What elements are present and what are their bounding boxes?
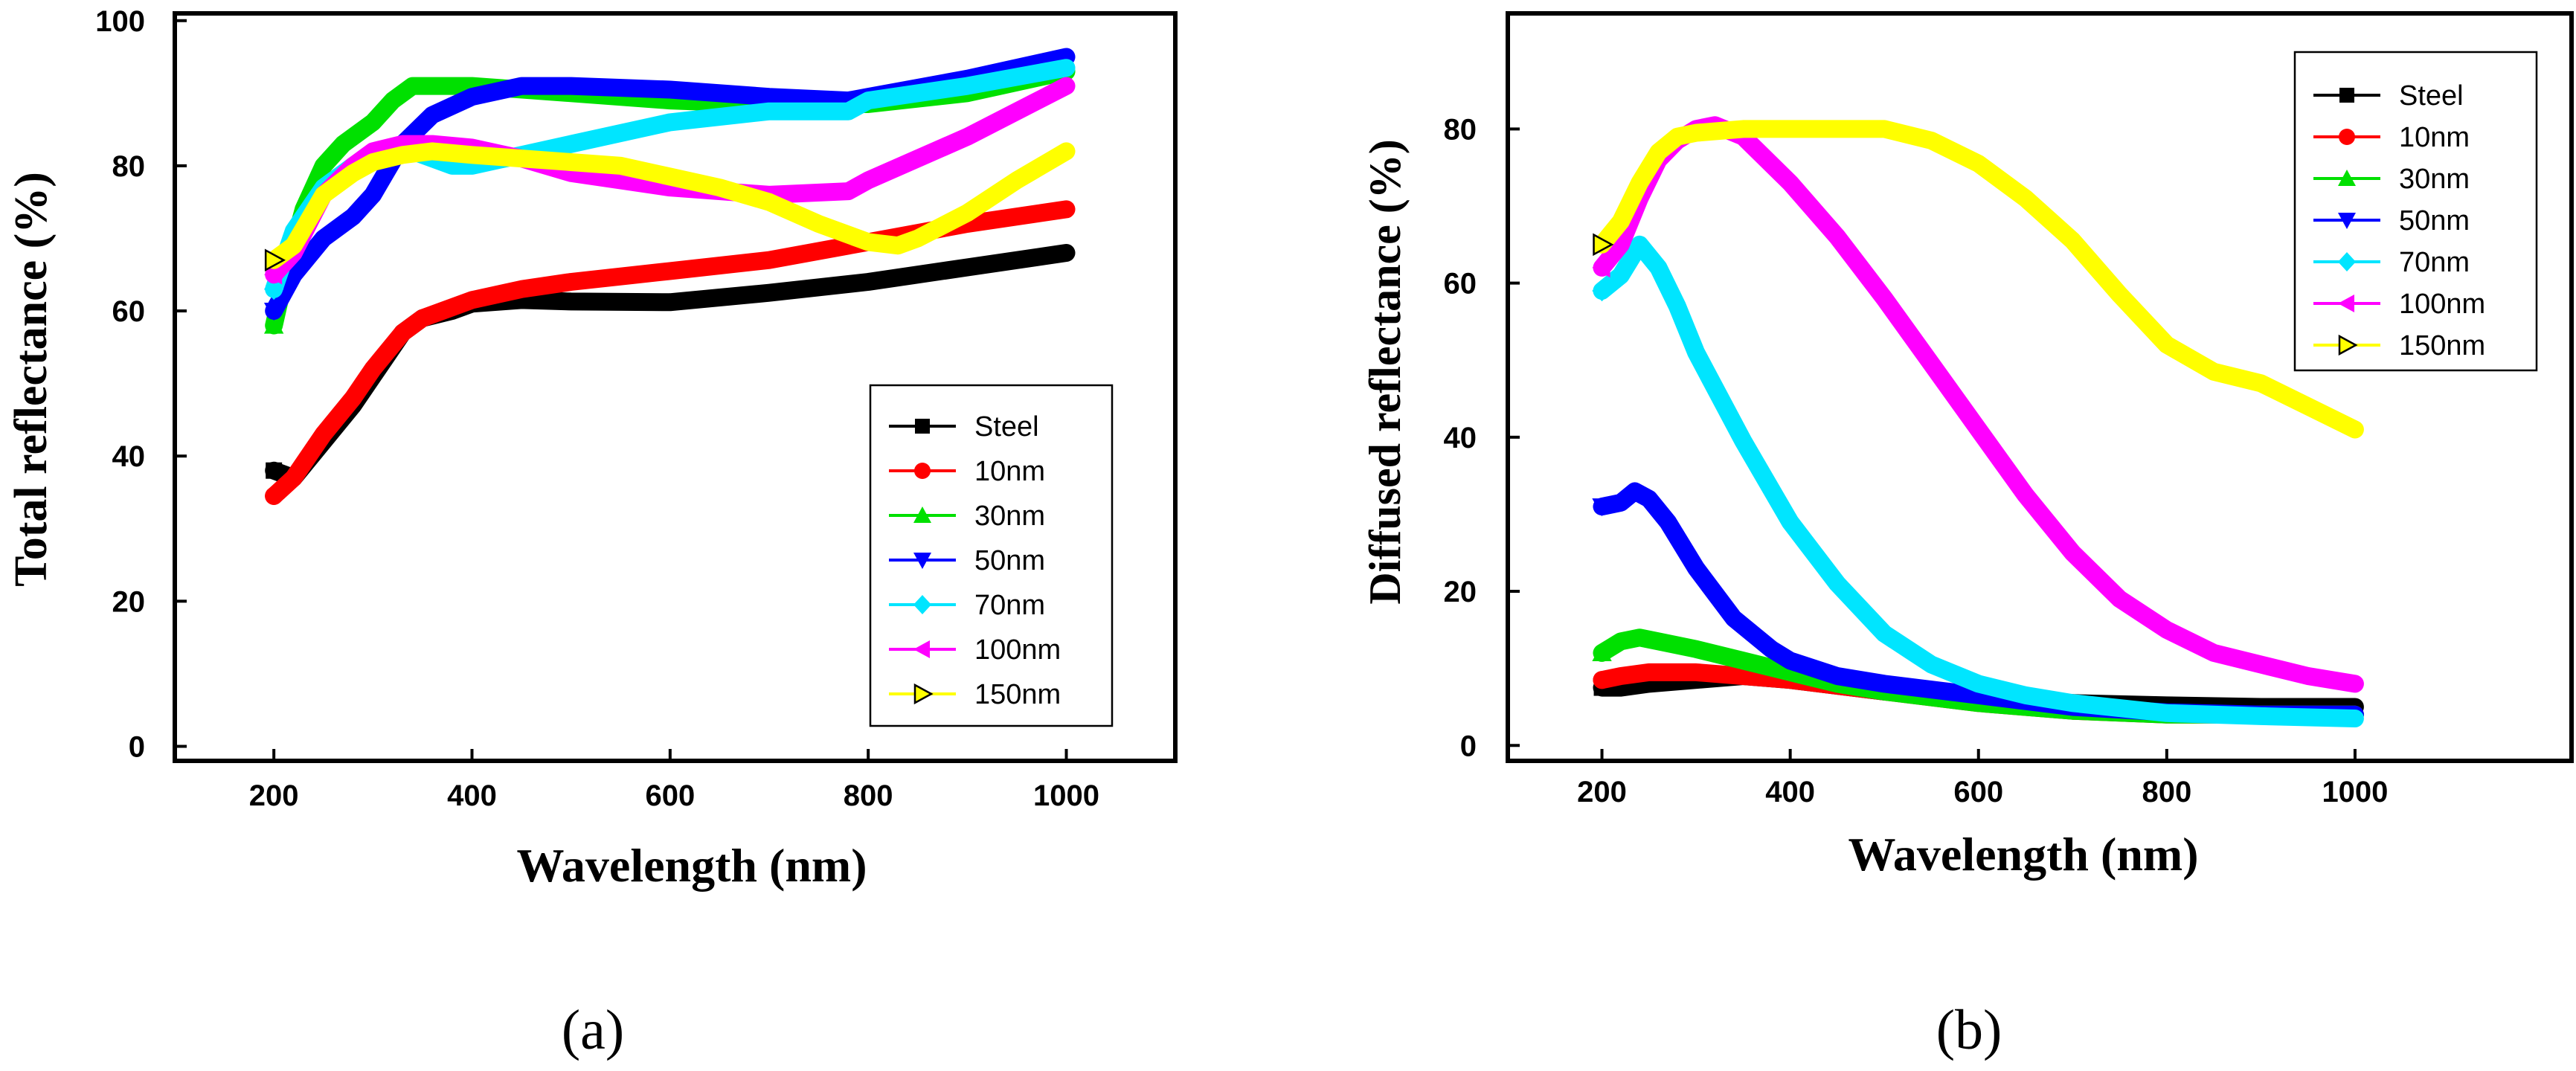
- chart-panel-a: 200 400 600 800 1000 0 20 40 60 80 100 Total refle…: [6, 5, 1178, 1061]
- series-marker-10nm: [1593, 671, 1611, 689]
- x-tick-label: 1000: [2322, 776, 2388, 808]
- series-line-70nm: [1593, 235, 2364, 727]
- x-tick-label: 200: [1577, 776, 1627, 808]
- x-tick-label: 200: [249, 779, 299, 812]
- y-tick-label: 0: [1460, 730, 1477, 762]
- series-marker-30nm: [263, 315, 284, 334]
- legend-a: Steel 10nm 30nm 50nm 70nm 100nm 150nm: [869, 384, 1114, 727]
- legend-label: 10nm: [2399, 122, 2470, 153]
- y-tick-label: 80: [112, 150, 146, 183]
- series-marker-100nm: [1592, 257, 1610, 278]
- x-tick-label: 400: [1765, 776, 1815, 808]
- legend-label: 70nm: [974, 590, 1045, 621]
- series-marker-70nm: [263, 278, 284, 300]
- legend-label: 150nm: [2399, 330, 2485, 361]
- series-marker-100nm: [263, 265, 283, 285]
- series-line-150nm: [1593, 120, 2364, 439]
- x-tick-label: 600: [645, 779, 695, 812]
- panel-label-b: (b): [1936, 999, 2002, 1061]
- legend-marker-30nm: [2338, 170, 2356, 186]
- legend-label: Steel: [2399, 80, 2464, 112]
- x-axis-title-b: Wavelength (nm): [1848, 828, 2198, 881]
- series-line-150nm: [265, 142, 1076, 269]
- legend-marker-100nm: [913, 640, 930, 658]
- x-tick-label: 800: [844, 779, 893, 812]
- panel-label-a: (a): [562, 999, 624, 1061]
- legend-b: Steel 10nm 30nm 50nm 70nm 100nm 150nm: [2293, 51, 2538, 372]
- x-tick-label: 600: [1953, 776, 2003, 808]
- y-axis-title-a: Total reflectance (%): [6, 172, 57, 587]
- legend-marker-70nm: [913, 595, 931, 614]
- y-tick-label: 20: [1444, 576, 1477, 608]
- legend-marker-150nm: [2338, 334, 2358, 356]
- legend-label: 30nm: [2399, 164, 2470, 195]
- legend-marker-10nm: [914, 463, 931, 479]
- legend-box-b: [2293, 51, 2538, 372]
- series-marker-steel: [266, 462, 283, 479]
- legend-label: 70nm: [2399, 247, 2470, 278]
- legend-marker-steel: [2339, 88, 2354, 103]
- legend-label: 50nm: [974, 545, 1045, 576]
- legend-label: 100nm: [2399, 289, 2485, 320]
- legend-label: 30nm: [974, 501, 1045, 532]
- series-marker-150nm: [1593, 233, 1614, 257]
- series-line-10nm: [265, 200, 1076, 505]
- y-tick-label: 80: [1444, 113, 1477, 146]
- legend-marker-30nm: [913, 506, 931, 523]
- series-marker-50nm: [1592, 498, 1612, 517]
- legend-label: 150nm: [974, 679, 1061, 710]
- x-tick-label: 400: [447, 779, 497, 812]
- series-marker-10nm: [265, 486, 283, 505]
- y-axis-title-b: Diffused reflectance (%): [1361, 139, 1410, 604]
- legend-label: 10nm: [974, 456, 1045, 487]
- y-tick-label: 40: [1444, 422, 1477, 454]
- y-tick-label: 60: [112, 295, 146, 328]
- legend-label: 100nm: [974, 634, 1061, 666]
- x-axis-title-a: Wavelength (nm): [516, 839, 867, 892]
- x-tick-label: 800: [2142, 776, 2191, 808]
- legend-label: Steel: [974, 411, 1039, 443]
- legend-marker-150nm: [913, 683, 934, 705]
- legend-box-a: [869, 384, 1114, 727]
- legend-marker-50nm: [2338, 213, 2356, 229]
- y-tick-label: 20: [112, 585, 146, 618]
- legend-label: 50nm: [2399, 205, 2470, 237]
- x-tick-label: 1000: [1033, 779, 1099, 812]
- y-tick-label: 40: [112, 440, 146, 473]
- chart-panel-b: 200 400 600 800 1000 0 20 40 60 80 Diffused refle…: [1361, 11, 2574, 1061]
- y-tick-label: 100: [95, 5, 145, 38]
- series-marker-50nm: [263, 303, 284, 321]
- y-tick-label: 0: [129, 730, 145, 763]
- legend-marker-100nm: [2338, 295, 2354, 312]
- series-marker-70nm: [1592, 280, 1612, 302]
- series-marker-150nm: [264, 248, 286, 272]
- legend-marker-50nm: [913, 553, 931, 569]
- series-marker-30nm: [1592, 643, 1612, 661]
- y-tick-label: 60: [1444, 268, 1477, 300]
- legend-marker-10nm: [2339, 129, 2355, 145]
- legend-marker-70nm: [2338, 252, 2356, 271]
- legend-marker-steel: [915, 419, 930, 434]
